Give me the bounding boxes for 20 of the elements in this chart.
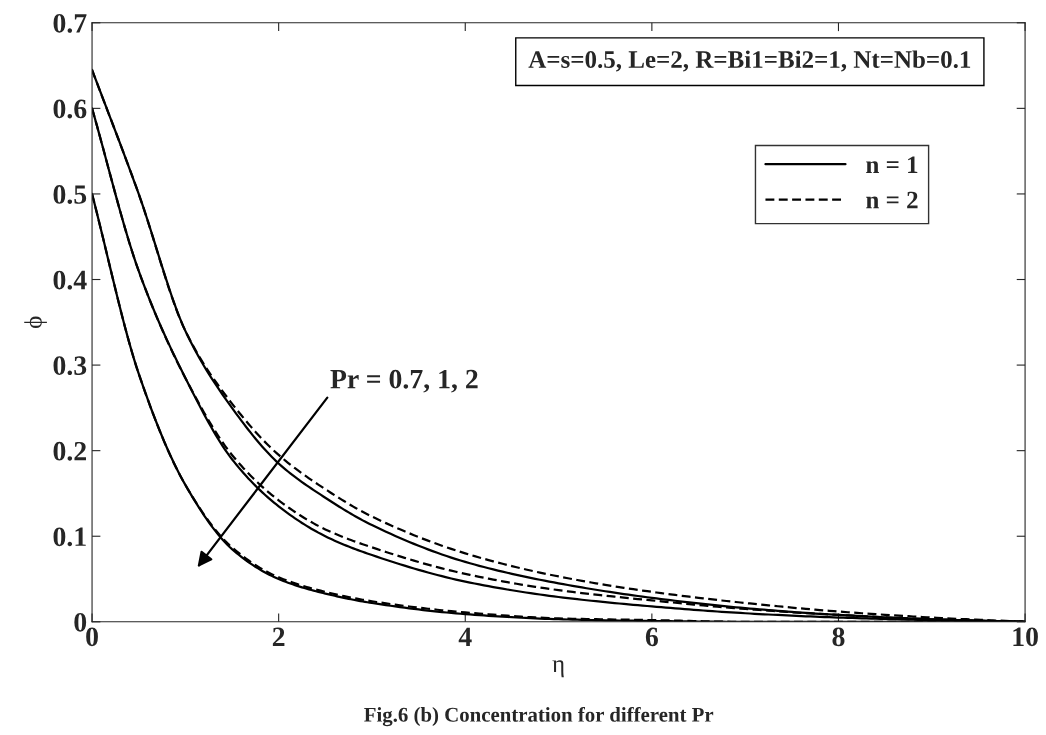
x-tick-label: 10 [1013, 627, 1038, 647]
y-axis-title: ϕ [24, 316, 47, 329]
x-axis-title: η [552, 660, 564, 678]
x-tick-label: 4 [458, 627, 472, 646]
legend-label: n = 1 [866, 156, 918, 173]
y-tick-label: 0 [74, 612, 87, 632]
caption: Fig.6 (b) Concentration for different Pr [364, 706, 714, 727]
x-tick-label: 8 [832, 627, 845, 647]
x-tick-label: 2 [272, 627, 285, 646]
annotation: A=s=0.5, Le=2, R=Bi1=Bi2=1, Nt=Nb=0.1 [528, 50, 971, 72]
legend-label: n = 2 [866, 191, 918, 209]
y-tick-label: 0.2 [53, 441, 86, 461]
y-tick-label: 0.1 [53, 527, 86, 547]
y-tick-label: 0.5 [53, 185, 87, 204]
y-tick-label: 0.6 [53, 99, 87, 119]
y-tick-label: 0.4 [53, 270, 87, 290]
y-tick-label: 0.3 [53, 356, 87, 376]
annotation: Pr = 0.7, 1, 2 [330, 369, 478, 393]
y-tick-label: 0.7 [53, 13, 87, 33]
x-tick-label: 6 [645, 627, 658, 647]
